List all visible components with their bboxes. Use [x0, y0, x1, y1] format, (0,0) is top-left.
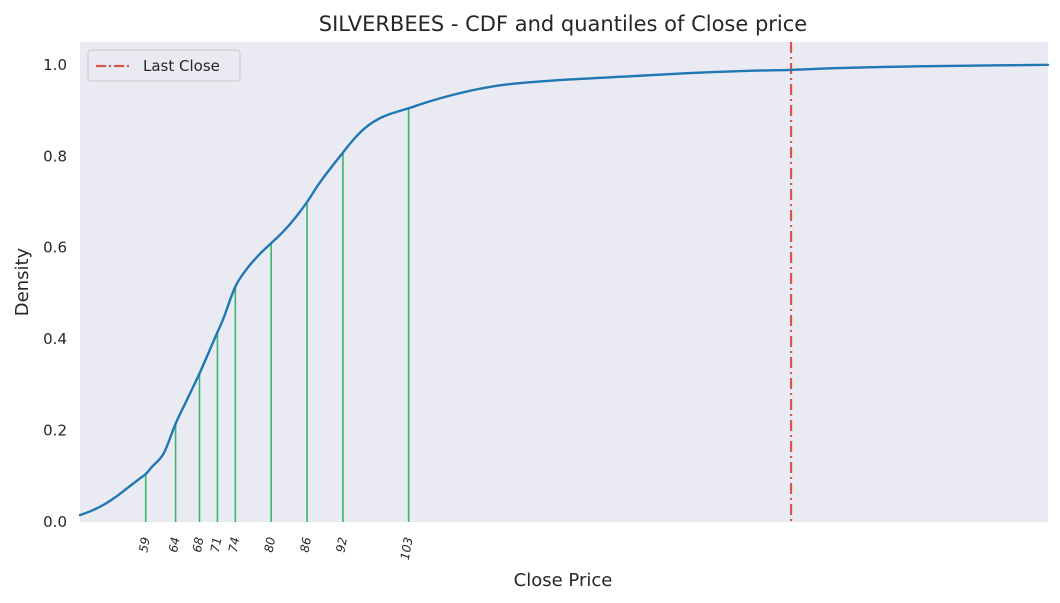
y-tick-label-1.0: 1.0	[43, 56, 67, 74]
y-tick-label-0.2: 0.2	[43, 422, 67, 440]
x-tick-label-64: 64	[166, 536, 182, 553]
x-tick-label-86: 86	[298, 536, 315, 554]
y-tick-label-0.0: 0.0	[43, 513, 67, 531]
y-axis-label: Density	[12, 247, 33, 316]
chart-title: SILVERBEES - CDF and quantiles of Close …	[319, 12, 807, 36]
x-tick-label-92: 92	[333, 536, 349, 553]
x-axis-ticks: 59 64 68 71 74 80 86 92 103	[136, 536, 415, 561]
x-tick-label-71: 71	[208, 536, 224, 553]
y-tick-label-0.8: 0.8	[43, 147, 67, 165]
legend: Last Close	[87, 49, 241, 82]
x-tick-label-74: 74	[226, 536, 242, 553]
x-axis-label: Close Price	[514, 570, 613, 591]
y-tick-label-0.4: 0.4	[43, 330, 67, 348]
legend-label-last-close: Last Close	[143, 57, 220, 75]
x-tick-label-68: 68	[190, 536, 207, 554]
cdf-line	[78, 63, 1050, 517]
x-tick-label-80: 80	[262, 536, 279, 554]
x-tick-label-103: 103	[398, 536, 416, 561]
y-axis-ticks: 0.0 0.2 0.4 0.6 0.8 1.0	[43, 56, 67, 531]
quantile-lines	[144, 108, 410, 522]
plot-area	[80, 42, 1048, 522]
cdf-line-group	[78, 63, 1050, 517]
x-tick-label-59: 59	[136, 536, 152, 553]
y-tick-label-0.6: 0.6	[43, 239, 67, 257]
legend-box	[87, 49, 241, 82]
